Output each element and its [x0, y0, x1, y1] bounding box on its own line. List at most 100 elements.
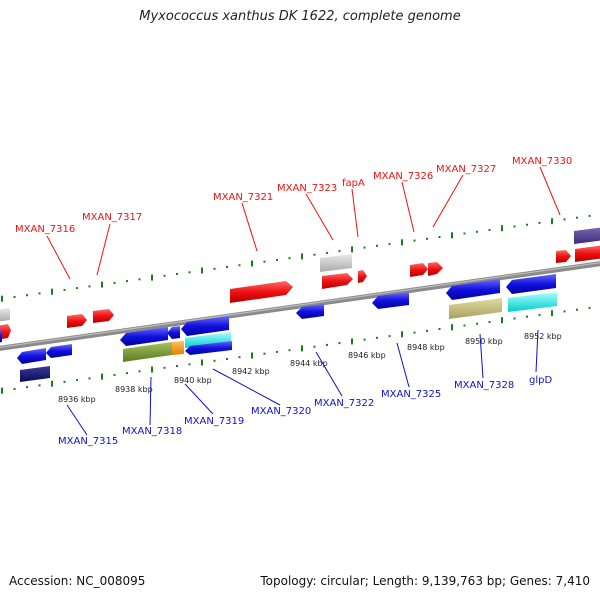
gene-mxan-7320: [185, 341, 232, 355]
scale-dot: [576, 216, 578, 219]
label-glpd: glpD: [529, 375, 552, 386]
scale-major-tick: [1, 295, 3, 302]
scale-major-tick: [551, 218, 553, 225]
scale-dot: [413, 331, 416, 334]
scale-dot: [563, 310, 566, 313]
gene-navy: [20, 366, 50, 382]
scale-labels: 8936 kbp 8938 kbp 8940 kbp 8942 kbp 8944…: [58, 332, 562, 404]
gene-mxan-7315b: [46, 344, 72, 358]
scale-major-tick: [451, 232, 453, 239]
scale-dot: [576, 308, 578, 311]
scale-dot: [176, 273, 178, 275]
scale-dot: [213, 267, 216, 270]
scale-major-tick: [251, 352, 253, 359]
label-mxan-7315: MXAN_7315: [58, 436, 118, 447]
gene-forward-gray-left: [0, 308, 10, 322]
scale-dot: [288, 349, 291, 352]
gene-mxan-7328-khaki: [449, 298, 502, 319]
scale-dot: [488, 229, 491, 231]
scale-dot: [126, 280, 128, 283]
scale-dot: [238, 356, 241, 359]
scale-dot: [476, 322, 478, 325]
scale-dot: [363, 246, 366, 249]
scale-dot: [338, 250, 341, 253]
genome-backbone-highlight: [0, 262, 600, 348]
gene-mxan-7328: [446, 279, 500, 300]
gene-orange: [172, 341, 184, 355]
scale-dot: [438, 328, 441, 330]
scale-dot: [13, 296, 16, 298]
scale-major-tick: [401, 331, 403, 338]
scale-dot: [88, 377, 91, 380]
scale-dot: [163, 366, 166, 369]
gene-forward-gray: [320, 254, 352, 272]
label-mxan-7319: MXAN_7319: [184, 416, 244, 427]
scale-dot: [326, 343, 328, 346]
scale-dot: [426, 237, 428, 240]
scale-dot: [63, 380, 66, 383]
label-mxan-7323: MXAN_7323: [277, 183, 337, 194]
scale-tick-label: 8938 kbp: [115, 385, 153, 394]
scale-tick-label: 8940 kbp: [174, 376, 212, 385]
gene-mxan-7321: [230, 281, 293, 303]
scale-dot: [488, 321, 491, 323]
scale-dot: [326, 251, 328, 254]
scale-major-tick: [201, 267, 203, 274]
scale-dot: [263, 260, 266, 263]
scale-dot: [263, 352, 266, 355]
gene-mxan-7318: [120, 327, 168, 346]
scale-dot: [513, 317, 516, 320]
scale-dot: [188, 271, 191, 274]
scale-tick-label: 8952 kbp: [524, 332, 562, 341]
scale-dot: [438, 236, 441, 238]
scale-dot: [176, 365, 178, 367]
scale-track: [1, 214, 591, 394]
scale-dot: [163, 274, 166, 277]
scale-dot: [338, 342, 341, 345]
label-mxan-7318: MXAN_7318: [122, 426, 182, 437]
gene-mxan-7327: [428, 262, 443, 276]
gene-reverse-left: [0, 329, 2, 343]
scale-dot: [288, 257, 291, 260]
gene-mxan-7318b: [167, 326, 180, 339]
scale-dot: [138, 370, 141, 373]
scale-dot: [376, 336, 378, 339]
gene-mxan-7316: [67, 314, 87, 328]
scale-dot: [513, 225, 516, 228]
scale-dot: [313, 345, 316, 348]
scale-dot: [38, 292, 41, 295]
scale-major-tick: [1, 387, 3, 394]
map-title: Myxococcus xanthus DK 1622, complete gen…: [139, 9, 461, 24]
label-mxan-7317: MXAN_7317: [82, 212, 142, 223]
gene-forward-slate: [574, 227, 600, 244]
label-mxan-7320: MXAN_7320: [251, 406, 311, 417]
scale-dot: [213, 359, 216, 362]
scale-dot: [388, 243, 391, 246]
gene-mxan-7320-cyan: [185, 332, 231, 348]
scale-dot: [538, 313, 541, 316]
scale-major-tick: [401, 239, 403, 246]
scale-dot: [538, 221, 541, 224]
scale-dot: [113, 281, 116, 284]
scale-dot: [526, 315, 528, 318]
label-fapa: fapA: [342, 178, 365, 189]
scale-tick-label: 8942 kbp: [232, 367, 270, 376]
scale-dot: [426, 329, 428, 332]
scale-dot: [63, 288, 66, 291]
scale-dot: [413, 239, 416, 242]
label-mxan-7316: MXAN_7316: [15, 224, 75, 235]
gene-mxan-7325: [372, 292, 409, 309]
label-mxan-7321: MXAN_7321: [213, 192, 273, 203]
forward-genes: [0, 227, 600, 340]
gene-fapa: [358, 270, 367, 283]
scale-dot: [26, 294, 28, 297]
genome-backbone: [0, 261, 600, 351]
scale-dot: [588, 306, 591, 309]
scale-dot: [26, 386, 28, 389]
scale-tick-label: 8946 kbp: [348, 351, 386, 360]
scale-dot: [563, 218, 566, 221]
scale-major-tick: [151, 366, 153, 373]
scale-dot: [226, 358, 228, 360]
gene-mxan-7322: [296, 304, 324, 319]
scale-major-tick: [151, 274, 153, 281]
